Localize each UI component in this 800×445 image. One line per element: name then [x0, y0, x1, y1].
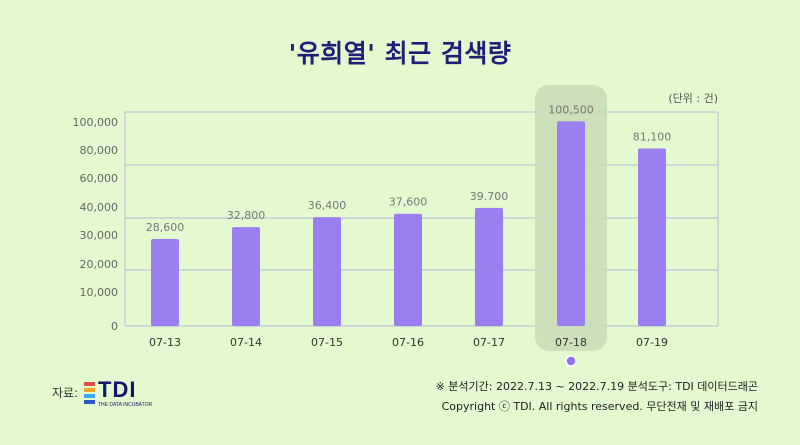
logo-text: TDI: [98, 377, 137, 402]
x-tick-label: 07-17: [473, 336, 505, 349]
x-tick-label: 07-15: [311, 336, 343, 349]
logo-bar-icon: [84, 394, 95, 398]
logo-bar-icon: [84, 388, 95, 392]
data-label: 32,800: [227, 209, 266, 222]
x-tick-label: 07-19: [636, 336, 668, 349]
logo-bar-icon: [84, 382, 95, 386]
x-tick-label: 07-18: [555, 336, 587, 349]
y-tick-label: 30,000: [80, 229, 119, 242]
logo-bar-icon: [84, 400, 95, 404]
bar: [151, 239, 179, 326]
y-tick-label: 60,000: [80, 172, 119, 185]
tdi-logo: TDI THE DATA INCUBATOR: [84, 377, 164, 410]
analysis-period: ※ 분석기간: 2022.7.13 ~ 2022.7.19 분석도구: TDI …: [435, 380, 758, 393]
y-tick-label: 0: [111, 320, 118, 333]
y-tick-label: 40,000: [80, 201, 119, 214]
copyright: Copyright ⓒ TDI. All rights reserved. 무단…: [441, 400, 758, 413]
source-label: 자료:: [52, 386, 79, 400]
data-label: 28,600: [146, 221, 185, 234]
bar: [394, 213, 422, 326]
data-label: 81,100: [633, 130, 672, 143]
x-tick-label: 07-13: [149, 336, 181, 349]
chart-title: '유희열' 최근 검색량: [288, 39, 512, 68]
data-label: 39.700: [470, 190, 509, 203]
y-tick-label: 80,000: [80, 144, 119, 157]
bar: [475, 207, 503, 326]
data-label: 100,500: [548, 103, 594, 116]
x-tick-label: 07-16: [392, 336, 424, 349]
x-tick-label: 07-14: [230, 336, 262, 349]
bar: [232, 227, 260, 326]
unit-note: (단위 : 건): [668, 92, 718, 105]
data-label: 37,600: [389, 196, 428, 209]
highlight-dot: [565, 355, 577, 367]
logo-subtitle: THE DATA INCUBATOR: [98, 402, 153, 408]
y-tick-label: 100,000: [73, 116, 119, 129]
bar: [557, 121, 585, 326]
y-tick-label: 10,000: [80, 286, 119, 299]
y-tick-label: 20,000: [80, 258, 119, 271]
data-label: 36,400: [308, 199, 347, 212]
bar: [638, 148, 666, 326]
bar: [313, 217, 341, 326]
